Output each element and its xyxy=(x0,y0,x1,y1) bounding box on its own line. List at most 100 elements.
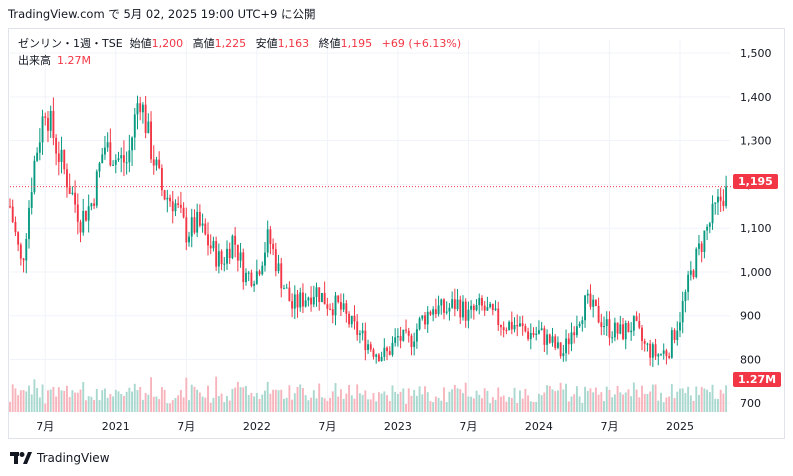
candle-body xyxy=(128,150,131,163)
candle-body xyxy=(261,265,264,275)
volume-bar xyxy=(117,391,120,412)
candle-body xyxy=(543,328,546,345)
candle-body xyxy=(14,222,17,233)
volume-bar xyxy=(90,396,93,412)
volume-bar xyxy=(532,401,535,412)
candle-body xyxy=(242,252,245,283)
volume-bar xyxy=(597,394,600,412)
volume-bar xyxy=(418,386,421,412)
volume-bar xyxy=(323,398,326,412)
candle-body xyxy=(676,330,679,340)
volume-bar xyxy=(315,398,318,412)
volume-bar xyxy=(356,384,359,412)
volume-bar xyxy=(624,392,627,412)
symbol-label[interactable]: ゼンリン・1週・TSE xyxy=(18,37,123,50)
volume-bar xyxy=(641,385,643,412)
volume-bar xyxy=(361,394,364,412)
volume-bar xyxy=(415,395,418,412)
candle-body xyxy=(285,287,288,289)
volume-bar xyxy=(581,402,584,412)
volume-bar xyxy=(627,389,630,412)
candle-body xyxy=(396,336,399,338)
volume-bar xyxy=(508,396,511,412)
volume-bar xyxy=(101,390,104,412)
candle-body xyxy=(429,311,432,315)
volume-bar xyxy=(19,390,22,412)
volume-bar xyxy=(573,394,576,412)
volume-bar xyxy=(548,385,551,412)
volume-bar xyxy=(478,394,481,412)
tradingview-brand[interactable]: TradingView xyxy=(10,451,110,465)
candle-body xyxy=(247,272,250,274)
volume-bar xyxy=(657,400,660,412)
candle-body xyxy=(375,354,378,357)
candle-body xyxy=(66,169,68,188)
volume-bar xyxy=(120,394,123,412)
change-value: +69 (+6.13%) xyxy=(381,37,462,50)
candle-body xyxy=(708,223,711,227)
volume-bar xyxy=(513,387,516,412)
volume-bar xyxy=(158,399,161,412)
volume-bar xyxy=(676,391,679,412)
volume-bar xyxy=(207,385,209,412)
candle-body xyxy=(82,210,85,233)
candle-body xyxy=(158,159,161,169)
candle-body xyxy=(274,249,277,272)
candle-body xyxy=(410,335,413,347)
candle-body xyxy=(364,330,367,351)
candle-body xyxy=(687,274,690,293)
volume-bar xyxy=(36,388,39,412)
volume-bar xyxy=(242,387,245,412)
volume-bar xyxy=(497,387,500,412)
candle-body xyxy=(608,319,611,338)
candle-body xyxy=(152,159,155,166)
candle-body xyxy=(405,329,407,331)
candle-body xyxy=(348,313,351,325)
candle-body xyxy=(415,329,418,342)
volume-bar xyxy=(451,389,454,412)
candle-body xyxy=(695,248,698,278)
volume-bar xyxy=(516,402,519,412)
candle-body xyxy=(643,341,646,344)
volume-bar xyxy=(711,384,714,412)
volume-bar xyxy=(559,382,562,412)
candle-body xyxy=(592,299,595,307)
volume-bar xyxy=(47,390,49,412)
candle-body xyxy=(407,330,410,336)
candle-body xyxy=(418,318,421,330)
volume-bar xyxy=(155,396,158,412)
high-value: 1,225 xyxy=(214,37,247,50)
volume-bar xyxy=(85,400,87,412)
candle-body xyxy=(556,342,559,348)
candle-body xyxy=(434,309,437,315)
volume-bar xyxy=(318,383,321,412)
volume-bar xyxy=(481,398,483,412)
y-tick-label: 1,500 xyxy=(740,47,772,60)
candle-body xyxy=(725,186,728,207)
candle-body xyxy=(380,356,383,362)
y-tick-label: 1,000 xyxy=(740,266,772,279)
candle-body xyxy=(594,299,597,306)
volume-bar xyxy=(521,398,524,412)
last-volume-badge: 1.27M xyxy=(733,372,782,387)
candle-body xyxy=(272,243,275,250)
volume-bar xyxy=(331,391,334,412)
volume-bar xyxy=(543,392,546,412)
candle-body xyxy=(269,229,272,244)
volume-bar xyxy=(524,388,527,412)
candle-body xyxy=(535,333,538,335)
candle-body xyxy=(388,351,391,355)
candle-body xyxy=(554,336,557,348)
candle-body xyxy=(207,234,209,246)
candle-body xyxy=(57,153,60,162)
volume-bar xyxy=(201,396,204,412)
volume-bar xyxy=(681,388,684,412)
candle-body xyxy=(103,147,106,155)
volume-bar xyxy=(114,389,117,412)
candle-body xyxy=(231,235,234,259)
volume-bar xyxy=(651,384,654,412)
candle-body xyxy=(703,230,706,252)
volume-bar xyxy=(687,386,690,412)
candle-body xyxy=(266,229,269,253)
